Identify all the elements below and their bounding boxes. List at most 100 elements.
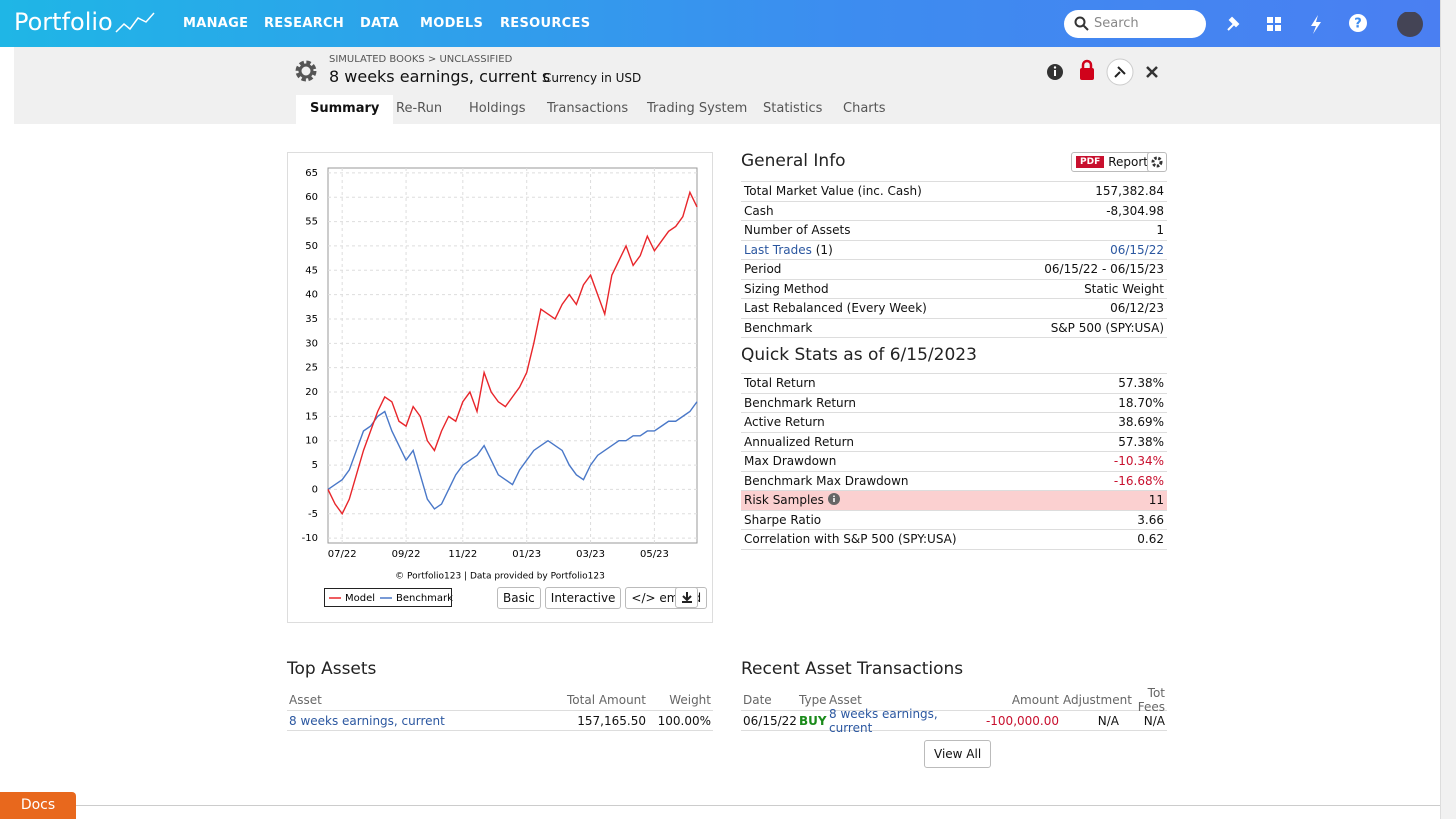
row-label: Total Return [744,376,816,390]
legend-box [324,588,452,607]
section-title: Top Assets [287,659,377,679]
nav-item[interactable]: MODELS [420,16,484,31]
label-text[interactable]: Last Trades [744,242,812,257]
table-cell[interactable]: 8 weeks earnings, current [829,706,938,735]
info-row: Benchmark Max Drawdown -16.68% [741,470,1167,491]
table-row: 06/15/22 BUY 8 weeks earnings, current -100… [741,707,1167,735]
row-value: 57.38% [1118,434,1164,449]
label-text: Benchmark Return [744,395,856,410]
report-label: Report [1108,155,1148,169]
info-row: Last Trades (1) 06/15/22 [741,239,1167,260]
column-header: Asset [289,693,322,707]
tab[interactable]: Charts [843,101,886,116]
row-value: 38.69% [1118,415,1164,430]
row-value: 3.66 [1137,512,1164,527]
tab[interactable]: Re-Run [396,101,443,116]
row-value: 0.62 [1137,532,1164,547]
download-icon [682,592,692,603]
tab[interactable]: Summary [296,95,394,124]
table-cell: 06/15/22 [743,713,797,728]
view-all-button[interactable]: View All [924,740,992,768]
column-header: Tot Fees [1137,686,1165,714]
row-label: Total Market Value (inc. Cash) [744,184,922,198]
table-row: 8 weeks earnings, current 157,165.50 100.0… [287,710,713,730]
row-label: Cash [744,204,774,218]
row-value: S&P 500 (SPY:USA) [1050,320,1164,335]
row-value: 18.70% [1118,395,1164,410]
top-nav: Portfolio Search ? MANAGE RESEARCH DATA MOD… [0,0,1440,47]
search-box[interactable]: Search [1064,10,1206,38]
breadcrumb[interactable]: SIMULATED BOOKS > UNCLASSIFIED [329,54,513,65]
label-text: Last Rebalanced (Every Week) [744,301,927,316]
logo[interactable]: Portfolio [14,8,113,36]
report-settings[interactable] [1147,152,1167,172]
info-row: Total Market Value (inc. Cash) 157,382.84 [741,181,1167,201]
tab[interactable]: Trading System [647,101,748,116]
column-header: Total Amount [567,693,646,707]
general-info-table: Total Market Value (inc. Cash) 157,382.84… [741,181,1167,338]
info-row: Period 06/15/22 - 06/15/23 [741,259,1167,279]
svg-text:?: ? [1354,17,1362,32]
row-value: 06/12/23 [1110,301,1164,316]
table-cell: -100,000.00 [985,713,1059,728]
tab[interactable]: Transactions [547,101,629,116]
nav-icons[interactable]: ? [1222,12,1432,38]
info-row: Sizing Method Static Weight [741,278,1167,299]
nav-item[interactable]: RESEARCH [264,16,345,31]
chart-button[interactable]: Basic [497,587,541,609]
download-button[interactable] [675,587,698,608]
info-row: Annualized Return 57.38% [741,431,1167,452]
row-label: Last Trades (1) [744,243,833,257]
label-text: Correlation with S&P 500 (SPY:USA) [744,532,957,547]
currency: Currency in USD [543,71,642,85]
header-icons[interactable] [1044,58,1164,86]
label-text: Risk Samples [744,493,824,508]
chart-panel [287,152,713,623]
nav-item[interactable]: RESOURCES [500,16,591,31]
column-header: Date [743,693,772,707]
quick-stats-table: Total Return 57.38% Benchmark Return 18.70%… [741,373,1167,550]
pdf-badge: PDF [1076,156,1105,168]
scrollbar [1440,0,1456,819]
table-cell: 157,165.50 [577,713,646,728]
info-row: Active Return 38.69% [741,412,1167,432]
section-title: General Info [741,151,846,171]
info-row: Max Drawdown -10.34% [741,451,1167,471]
row-value: 06/15/22 - 06/15/23 [1044,262,1164,277]
tab[interactable]: Holdings [469,101,526,116]
label-text: Benchmark Max Drawdown [744,473,909,488]
table-cell[interactable]: 8 weeks earnings, current [289,713,445,728]
label-text: Period [744,262,782,277]
table-cell: N/A [1143,713,1165,728]
label-text: Sharpe Ratio [744,512,822,527]
row-value: 06/15/22 [1110,242,1164,257]
info-icon [827,493,840,506]
row-label: Sharpe Ratio [744,513,821,527]
top-assets-table: Asset Total Amount Weight 8 weeks earnings,… [287,690,713,731]
label-text: Number of Assets [744,223,851,238]
docs-button[interactable]: Docs [0,792,76,819]
tab[interactable]: Statistics [763,101,823,116]
label-text: Active Return [744,415,825,430]
nav-item[interactable]: MANAGE [183,16,249,31]
row-value: Static Weight [1084,281,1164,296]
row-label: Correlation with S&P 500 (SPY:USA) [744,532,957,546]
row-value: -16.68% [1113,473,1164,488]
row-label: Last Rebalanced (Every Week) [744,301,927,315]
row-label: Period [744,262,781,276]
nav-item[interactable]: DATA [360,16,399,31]
row-label: Number of Assets [744,223,850,237]
settings-icon[interactable] [292,57,320,85]
footer-line [14,805,1440,806]
section-title: Recent Asset Transactions [741,659,964,679]
row-label: Max Drawdown [744,454,836,468]
section-title: Quick Stats as of 6/15/2023 [741,345,977,365]
sub-header [14,47,1440,124]
row-label: Benchmark Max Drawdown [744,474,909,488]
column-header: Weight [669,693,711,707]
row-label: Active Return [744,415,825,429]
chart-button[interactable]: Interactive [544,587,622,609]
column-header: Asset [829,693,862,707]
info-row: Sharpe Ratio 3.66 [741,509,1167,530]
report-button[interactable]: PDF Report [1071,152,1153,172]
